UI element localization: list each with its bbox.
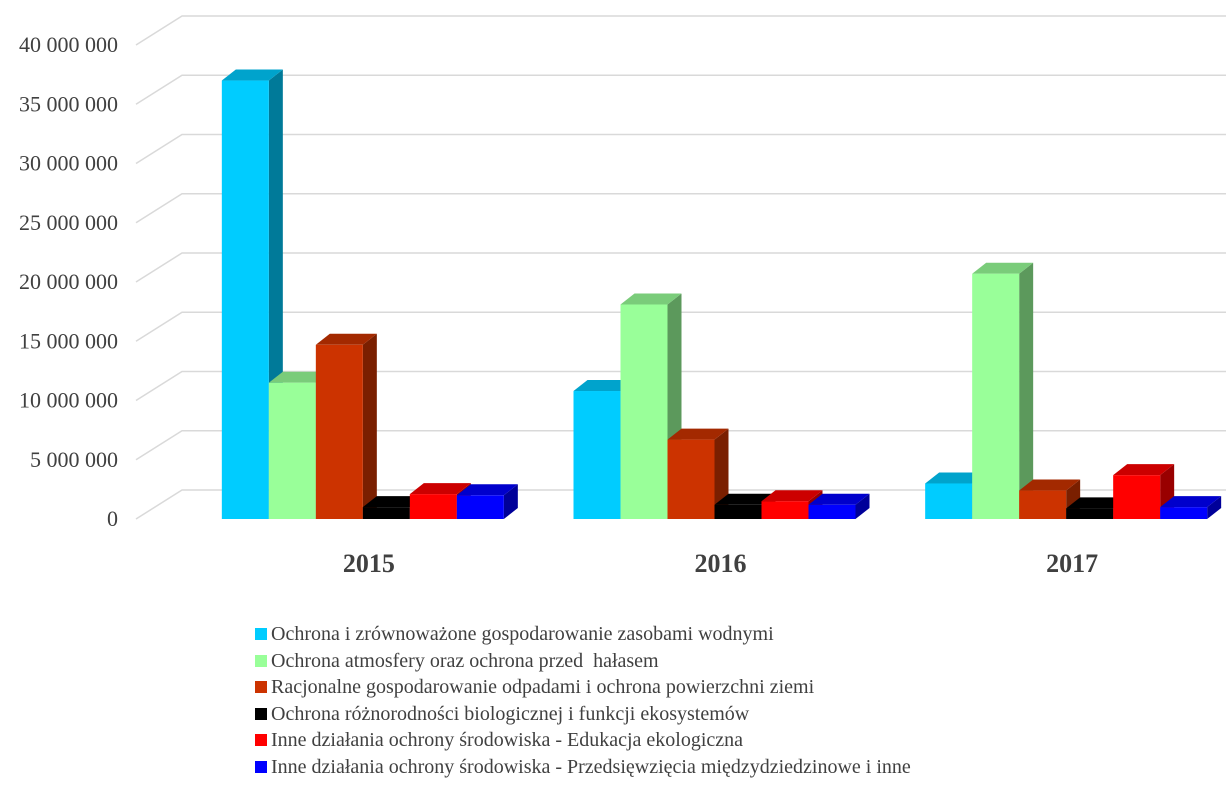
x-category-label-2015: 2015 (343, 549, 395, 578)
bar-top-face (456, 484, 518, 496)
legend-item: Ochrona i zrównoważone gospodarowanie za… (255, 621, 1195, 648)
gridline-5 (135, 193, 1226, 224)
legend-label: Inne działania ochrony środowiska - Eduk… (271, 729, 744, 752)
bar-front-face (1066, 508, 1114, 519)
bar-top-face (714, 493, 776, 505)
bar-top-face (1019, 479, 1081, 491)
bar-front-face (925, 483, 973, 519)
bar-2017-series-5 (1113, 464, 1175, 519)
bar-front-face (808, 504, 856, 519)
bar-side-face (362, 333, 377, 519)
legend-item: Inne działania ochrony środowiska - Eduk… (255, 727, 1195, 754)
gridline-2 (135, 370, 1226, 402)
bar-2016-series-3 (667, 428, 729, 519)
gridline-8 (135, 15, 1226, 46)
gridline-1 (135, 430, 1226, 461)
bar-top-face (1160, 496, 1222, 508)
legend-label: Ochrona różnorodności biologicznej i fun… (271, 702, 750, 725)
bar-top-face (315, 333, 377, 345)
bar-front-face (315, 344, 363, 519)
y-tick-label-2: 10 000 000 (19, 388, 118, 413)
legend-swatch (255, 734, 267, 747)
legend: Ochrona i zrównoważone gospodarowanie za… (255, 621, 1195, 780)
bar-2016-series-6 (808, 493, 870, 519)
bar-top-face (573, 380, 635, 392)
bar-front-face (221, 80, 269, 520)
legend-item: Ochrona atmosfery oraz ochrona przed hał… (255, 648, 1195, 675)
bar-front-face (1019, 490, 1067, 519)
bar-2017-series-2 (972, 262, 1034, 519)
y-tick-label-8: 40 000 000 (19, 32, 118, 57)
bar-front-face (714, 504, 762, 519)
y-tick-label-7: 35 000 000 (19, 91, 118, 116)
bar-front-face (456, 495, 504, 519)
gridline-4 (135, 252, 1226, 283)
legend-swatch (255, 628, 267, 641)
bar-side-face (1019, 262, 1034, 519)
bar-top-face (972, 262, 1034, 274)
legend-item: Ochrona różnorodności biologicznej i fun… (255, 701, 1195, 728)
bar-top-face (925, 472, 987, 484)
bar-top-face (362, 496, 424, 508)
legend-label: Ochrona i zrównoważone gospodarowanie za… (271, 623, 774, 646)
gridline-0 (135, 489, 1226, 520)
bar-top-face (620, 293, 682, 305)
bar-front-face (620, 304, 668, 519)
legend-label: Inne działania ochrony środowiska - Prze… (271, 755, 911, 778)
bar-front-face (761, 501, 809, 519)
gridline-3 (135, 311, 1226, 342)
bar-front-face (1160, 507, 1208, 519)
bar-front-face (268, 382, 316, 519)
legend-swatch (255, 760, 267, 773)
bar-top-face (808, 493, 870, 505)
y-tick-label-6: 30 000 000 (19, 151, 118, 176)
bar-front-face (409, 494, 457, 519)
bar-top-face (667, 428, 729, 440)
bar-2015-series-1 (221, 69, 283, 520)
bar-side-face (714, 428, 729, 519)
bar-top-face (268, 371, 330, 383)
bar-2017-series-6 (1160, 496, 1222, 519)
y-tick-label-5: 25 000 000 (19, 210, 118, 235)
y-tick-label-4: 20 000 000 (19, 269, 118, 294)
gridline-6 (135, 133, 1226, 165)
bar-top-face (1113, 464, 1175, 476)
bar-front-face (573, 391, 621, 519)
legend-swatch (255, 707, 267, 720)
gridline-7 (135, 74, 1226, 105)
bar-top-face (1066, 497, 1128, 509)
bars (221, 69, 1222, 520)
legend-item: Racjonalne gospodarowanie odpadami i och… (255, 674, 1195, 701)
x-category-label-2017: 2017 (1046, 549, 1098, 578)
legend-label: Ochrona atmosfery oraz ochrona przed hał… (271, 649, 659, 672)
bar-side-face (503, 484, 518, 519)
bar-front-face (972, 273, 1020, 519)
legend-label: Racjonalne gospodarowanie odpadami i och… (271, 676, 815, 699)
bar-front-face (1113, 475, 1161, 519)
y-tick-label-1: 5 000 000 (30, 447, 118, 472)
y-tick-label-0: 0 (107, 506, 118, 531)
x-category-label-2016: 2016 (695, 549, 747, 578)
bar-2015-series-6 (456, 484, 518, 519)
gridlines (135, 15, 1226, 520)
x-axis-category-labels: 2015 2016 2017 (343, 549, 1098, 578)
legend-swatch (255, 681, 267, 694)
y-axis-tick-labels: 0 5 000 000 10 000 000 15 000 000 20 000 000… (19, 32, 118, 531)
bar-top-face (221, 69, 283, 81)
legend-swatch (255, 654, 267, 667)
bar-front-face (667, 439, 715, 519)
y-tick-label-3: 15 000 000 (19, 328, 118, 353)
legend-item: Inne działania ochrony środowiska - Prze… (255, 754, 1195, 781)
bar-2015-series-3 (315, 333, 377, 519)
bar-top-face (409, 483, 471, 495)
bar-top-face (761, 490, 823, 502)
bar-front-face (362, 507, 410, 519)
bar-side-face (855, 493, 870, 519)
bar-side-face (1207, 496, 1222, 519)
